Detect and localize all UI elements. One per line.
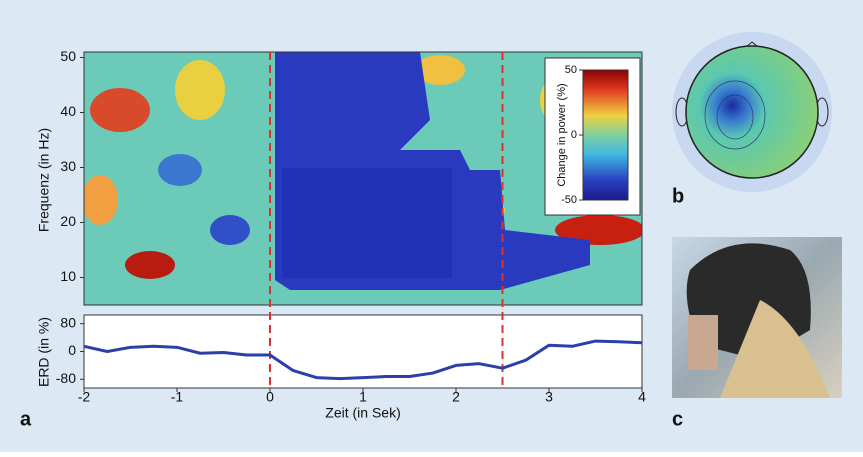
panel-label: c (672, 408, 683, 430)
topography (672, 32, 832, 192)
x-tick-label: -2 (78, 389, 91, 405)
y-tick-label: 50 (60, 48, 76, 64)
x-tick-label: 3 (545, 389, 553, 405)
x-tick-label: 1 (359, 389, 367, 405)
x-tick-label: 0 (266, 389, 274, 405)
x-tick-label: -1 (171, 389, 184, 405)
y-tick-label: -80 (56, 370, 76, 386)
y-tick-label: 0 (68, 342, 76, 358)
y-axis-title: Frequenz (in Hz) (36, 128, 52, 232)
colorbar-tick-label: -50 (561, 194, 577, 206)
y-tick-label: 20 (60, 213, 76, 229)
y-tick-label: 10 (60, 268, 76, 284)
colorbar-tick-label: 50 (565, 64, 577, 76)
panel-label: b (672, 185, 684, 207)
x-tick-label: 4 (638, 389, 646, 405)
photo (672, 237, 842, 398)
panel-label: a (20, 408, 32, 430)
x-axis-title: Zeit (in Sek) (325, 405, 400, 421)
y-tick-label: 80 (60, 314, 76, 330)
colorbar-label: Change in power (%) (556, 83, 568, 186)
y-tick-label: 40 (60, 103, 76, 119)
heatmap-frame (83, 51, 643, 306)
erd-line (83, 339, 643, 381)
y-axis-title: ERD (in %) (36, 317, 52, 387)
y-tick-label: 30 (60, 158, 76, 174)
colorbar-tick-label: 0 (571, 129, 577, 141)
x-tick-label: 2 (452, 389, 460, 405)
colorbar (582, 69, 629, 201)
erd-frame (83, 314, 643, 389)
